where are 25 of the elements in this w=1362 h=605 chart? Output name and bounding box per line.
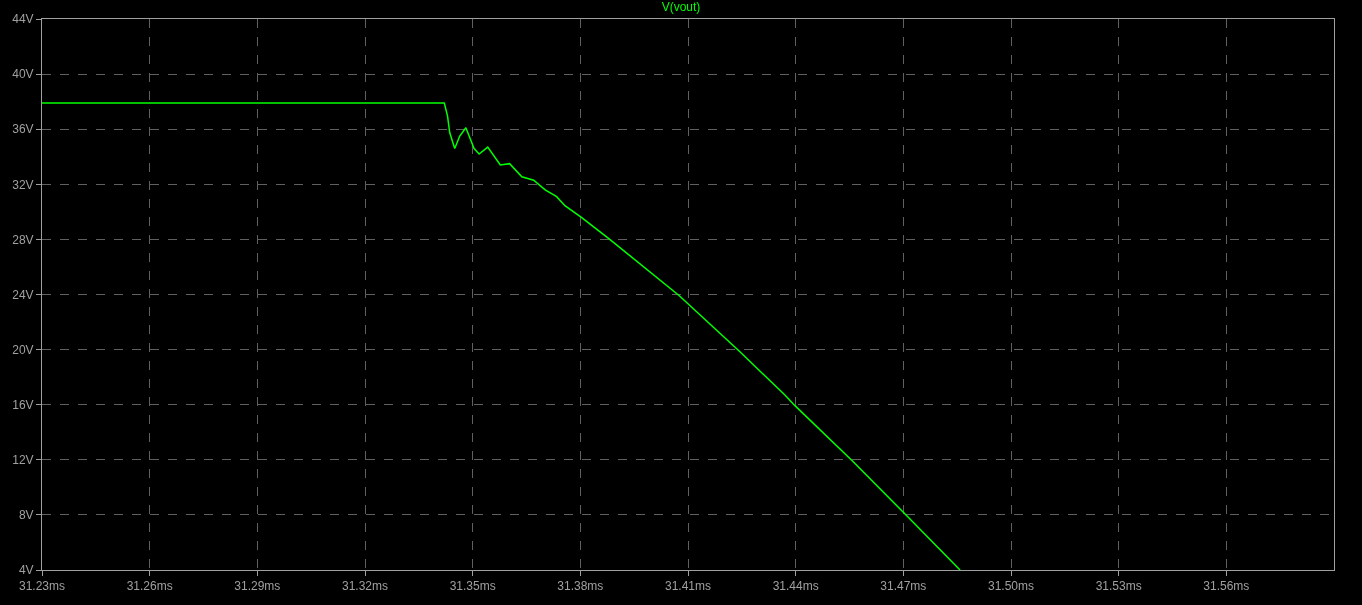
y-tick-label: 44V — [12, 12, 34, 27]
x-tick-label: 31.41ms — [664, 579, 712, 594]
x-tick-label: 31.44ms — [772, 579, 819, 594]
y-tick-label: 40V — [12, 67, 34, 82]
y-tick-label: 16V — [12, 397, 34, 412]
line-series — [42, 102, 961, 570]
y-tick-label: 24V — [12, 287, 34, 302]
y-tick-label: 20V — [12, 342, 34, 357]
x-tick-label: 31.26ms — [126, 579, 173, 594]
y-tick-label: 32V — [12, 177, 34, 192]
y-tick-label: 8V — [18, 508, 34, 523]
x-tick-label: 31.50ms — [987, 579, 1035, 594]
x-tick-label: 31.32ms — [341, 579, 389, 594]
y-tick-label: 4V — [18, 563, 34, 578]
y-tick-label: 12V — [12, 453, 34, 467]
x-tick-label: 31.29ms — [234, 579, 281, 594]
x-tick-label: 31.53ms — [1095, 579, 1142, 594]
y-tick-label: 36V — [12, 122, 34, 137]
y-tick-label: 28V — [12, 232, 34, 247]
x-tick-label: 31.47ms — [880, 579, 927, 594]
chart-title: V(vout) — [661, 0, 701, 15]
x-tick-label: 31.38ms — [557, 579, 604, 594]
x-tick-label: 31.35ms — [449, 579, 496, 594]
x-tick-label: 31.23ms — [18, 579, 66, 594]
x-tick-label: 31.56ms — [1203, 579, 1250, 594]
